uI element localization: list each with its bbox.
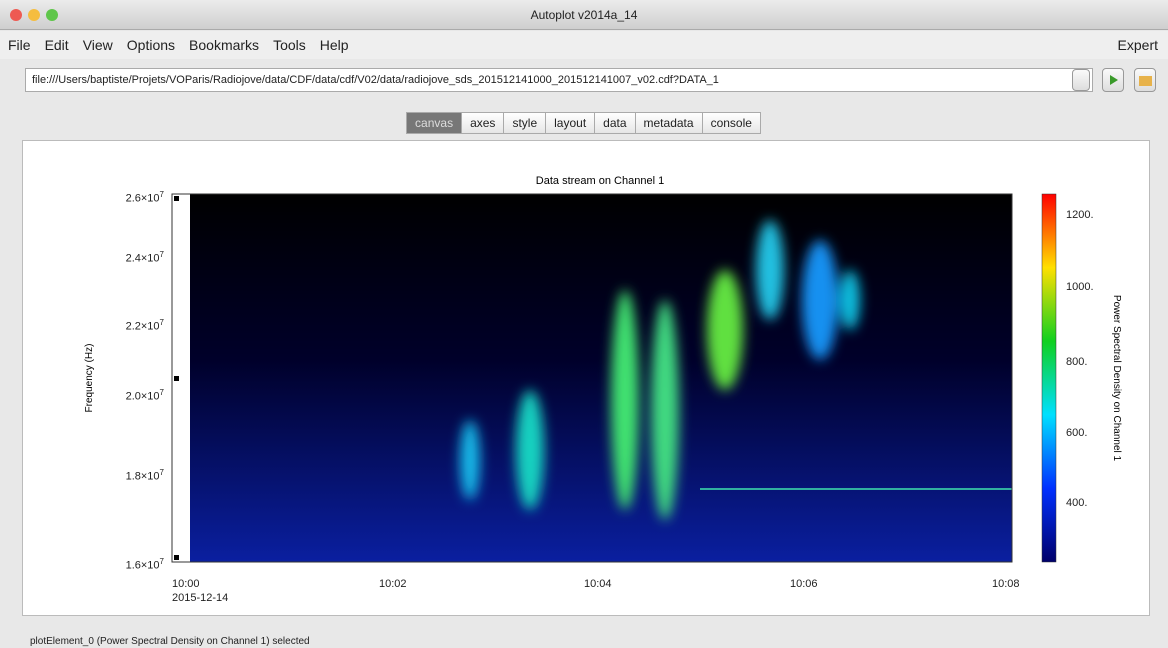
tick-exponent: 7 (160, 250, 164, 259)
tick-exponent: 7 (160, 190, 164, 199)
colorbar-tick-label: 400. (1066, 497, 1087, 509)
plot: Data stream on Channel 1 Frequency (Hz) … (0, 0, 1168, 648)
x-tick-label: 10:04 (584, 578, 612, 590)
y-tick-label: 2.6×107 (100, 190, 164, 205)
x-tick-label: 10:06 (790, 578, 818, 590)
y-tick-label: 1.8×107 (100, 468, 164, 483)
x-tick-label: 10:08 (992, 578, 1020, 590)
x-tick-label: 10:02 (379, 578, 407, 590)
tick-base: 2.4×10 (126, 253, 160, 265)
colorbar-tick-label: 600. (1066, 427, 1087, 439)
y-tick-label: 2.4×107 (100, 250, 164, 265)
x-tick-label: 10:00 (172, 578, 200, 590)
app-window: Autoplot v2014a_14 FileEditViewOptionsBo… (0, 0, 1168, 648)
tick-exponent: 7 (160, 388, 164, 397)
y-tick-label: 2.2×107 (100, 318, 164, 333)
tick-exponent: 7 (160, 468, 164, 477)
spectrogram (190, 194, 1012, 562)
handle[interactable] (174, 196, 179, 201)
plot-title: Data stream on Channel 1 (536, 175, 664, 187)
y-tick-label: 1.6×107 (100, 557, 164, 572)
status-bar: plotElement_0 (Power Spectral Density on… (30, 636, 310, 647)
y-axis-label: Frequency (Hz) (84, 344, 95, 413)
handle[interactable] (174, 376, 179, 381)
colorbar-tick-label: 1000. (1066, 281, 1094, 293)
tick-exponent: 7 (160, 318, 164, 327)
colorbar-tick-label: 800. (1066, 356, 1087, 368)
tick-base: 2.0×10 (126, 391, 160, 403)
colorbar-label: Power Spectral Density on Channel 1 (1111, 295, 1122, 462)
tick-base: 2.6×10 (126, 193, 160, 205)
tick-exponent: 7 (160, 557, 164, 566)
y-tick-label: 2.0×107 (100, 388, 164, 403)
colorbar (1042, 194, 1056, 562)
tick-base: 2.2×10 (126, 321, 160, 333)
tick-base: 1.8×10 (126, 471, 160, 483)
colorbar-tick-label: 1200. (1066, 209, 1094, 221)
x-date-label: 2015-12-14 (172, 592, 228, 604)
handle[interactable] (174, 555, 179, 560)
tick-base: 1.6×10 (126, 560, 160, 572)
